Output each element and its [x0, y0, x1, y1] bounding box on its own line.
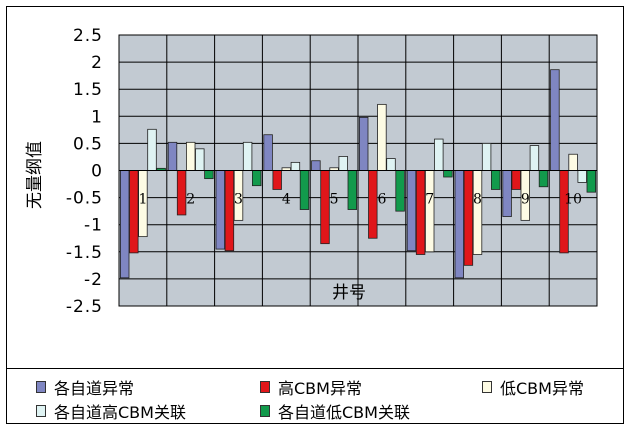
legend-item-series-2: 高CBM异常 [260, 375, 362, 399]
bar-s1-well-2 [167, 141, 178, 171]
bar-s1-well-4 [263, 134, 273, 171]
bar-s4-well-1 [147, 128, 157, 171]
bar-s2-well-3 [224, 170, 235, 252]
bar-s2-well-7 [415, 170, 426, 255]
category-label: 6 [377, 192, 386, 208]
category-label: 3 [234, 192, 243, 208]
bar-s5-well-10 [586, 170, 597, 193]
bar-s2-well-2 [176, 170, 187, 216]
bars [120, 69, 597, 279]
legend-item-series-1: 各自道异常 [36, 375, 134, 399]
x-axis-label: 井号 [332, 283, 366, 303]
bar-s2-well-5 [320, 170, 330, 245]
bar-s4-well-3 [242, 141, 253, 171]
category-label: 10 [564, 192, 582, 208]
bar-s1-well-9 [502, 170, 512, 217]
y-tick-label: 1.5 [73, 80, 103, 100]
y-tick-label: 2 [91, 53, 103, 73]
legend-swatch-series-2 [260, 381, 270, 393]
bar-s3-well-6 [377, 103, 387, 171]
bar-s5-well-5 [347, 170, 358, 210]
bar-s4-well-7 [434, 138, 444, 171]
y-tick-label: 0.5 [73, 134, 103, 154]
bar-s1-well-1 [120, 170, 130, 279]
bar-s5-well-7 [443, 170, 453, 178]
bar-s4-well-5 [338, 156, 348, 171]
y-axis-label: 无量纲值 [25, 141, 45, 209]
category-label: 7 [425, 192, 434, 208]
legend-item-series-5: 各自道低CBM关联 [260, 399, 410, 423]
bar-s4-well-10 [577, 170, 587, 183]
bar-s2-well-10 [559, 170, 569, 254]
y-tick-label: 1 [91, 107, 103, 127]
y-tick-label: -2 [84, 270, 103, 290]
legend-label-series-3: 低CBM异常 [500, 379, 584, 398]
bar-s5-well-6 [395, 170, 405, 212]
category-label: 9 [521, 192, 530, 208]
legend: 各自道异常 高CBM异常 低CBM异常 各自道高CBM关联 各自道低CBM关联 [6, 368, 624, 424]
y-tick-label: -1 [84, 216, 103, 236]
legend-swatch-series-1 [36, 381, 46, 393]
bar-s1-well-3 [215, 170, 226, 250]
bar-s4-well-9 [529, 145, 540, 171]
bar-s3-well-8 [472, 170, 483, 255]
bar-s4-well-8 [481, 142, 492, 171]
bar-s4-well-6 [386, 158, 396, 171]
bar-s3-well-7 [424, 170, 435, 253]
y-tick-label: -1.5 [66, 243, 103, 263]
bar-s4-well-4 [290, 161, 301, 171]
legend-label-series-1: 各自道异常 [54, 379, 135, 398]
bar-s5-well-9 [538, 170, 549, 188]
bar-s2-well-8 [463, 170, 474, 266]
bar-s1-well-5 [311, 160, 321, 171]
legend-swatch-series-3 [482, 381, 492, 393]
bar-s1-well-7 [406, 170, 417, 252]
legend-swatch-series-5 [260, 405, 270, 417]
legend-item-series-4: 各自道高CBM关联 [36, 399, 186, 423]
bar-s2-well-1 [129, 170, 139, 254]
category-label: 5 [330, 192, 339, 208]
bar-s1-well-8 [454, 170, 465, 279]
bar-s5-well-3 [251, 170, 262, 187]
bar-s5-well-8 [490, 170, 501, 190]
category-label: 1 [138, 192, 147, 208]
legend-swatch-series-4 [36, 405, 46, 417]
category-label: 2 [186, 192, 195, 208]
y-tick-label: 2.5 [73, 26, 103, 46]
category-label: 8 [473, 192, 482, 208]
bar-s2-well-9 [511, 170, 521, 190]
category-label: 4 [282, 192, 291, 208]
y-tick-label: 0 [91, 162, 103, 182]
y-tick-label: -0.5 [66, 189, 103, 209]
bar-s5-well-4 [299, 170, 310, 210]
legend-label-series-2: 高CBM异常 [278, 379, 362, 398]
legend-label-series-5: 各自道低CBM关联 [278, 403, 410, 422]
bar-s4-well-2 [195, 148, 205, 171]
bar-s1-well-10 [550, 69, 560, 171]
bar-s1-well-6 [358, 116, 369, 171]
legend-item-series-3: 低CBM异常 [482, 375, 584, 399]
bar-s2-well-6 [368, 170, 378, 239]
bar-s3-well-10 [568, 153, 578, 171]
bar-s2-well-4 [272, 170, 282, 190]
y-tick-label: -2.5 [66, 297, 103, 317]
bar-s3-well-2 [185, 141, 196, 171]
bar-s5-well-2 [204, 170, 214, 180]
legend-label-series-4: 各自道高CBM关联 [54, 403, 186, 422]
y-tick-labels: -2.5 -2 -1.5 -1 -0.5 0 0.5 1 1.5 2 2.5 [66, 26, 103, 317]
category-labels: 1 2 3 4 5 6 7 8 9 10 [138, 192, 582, 208]
